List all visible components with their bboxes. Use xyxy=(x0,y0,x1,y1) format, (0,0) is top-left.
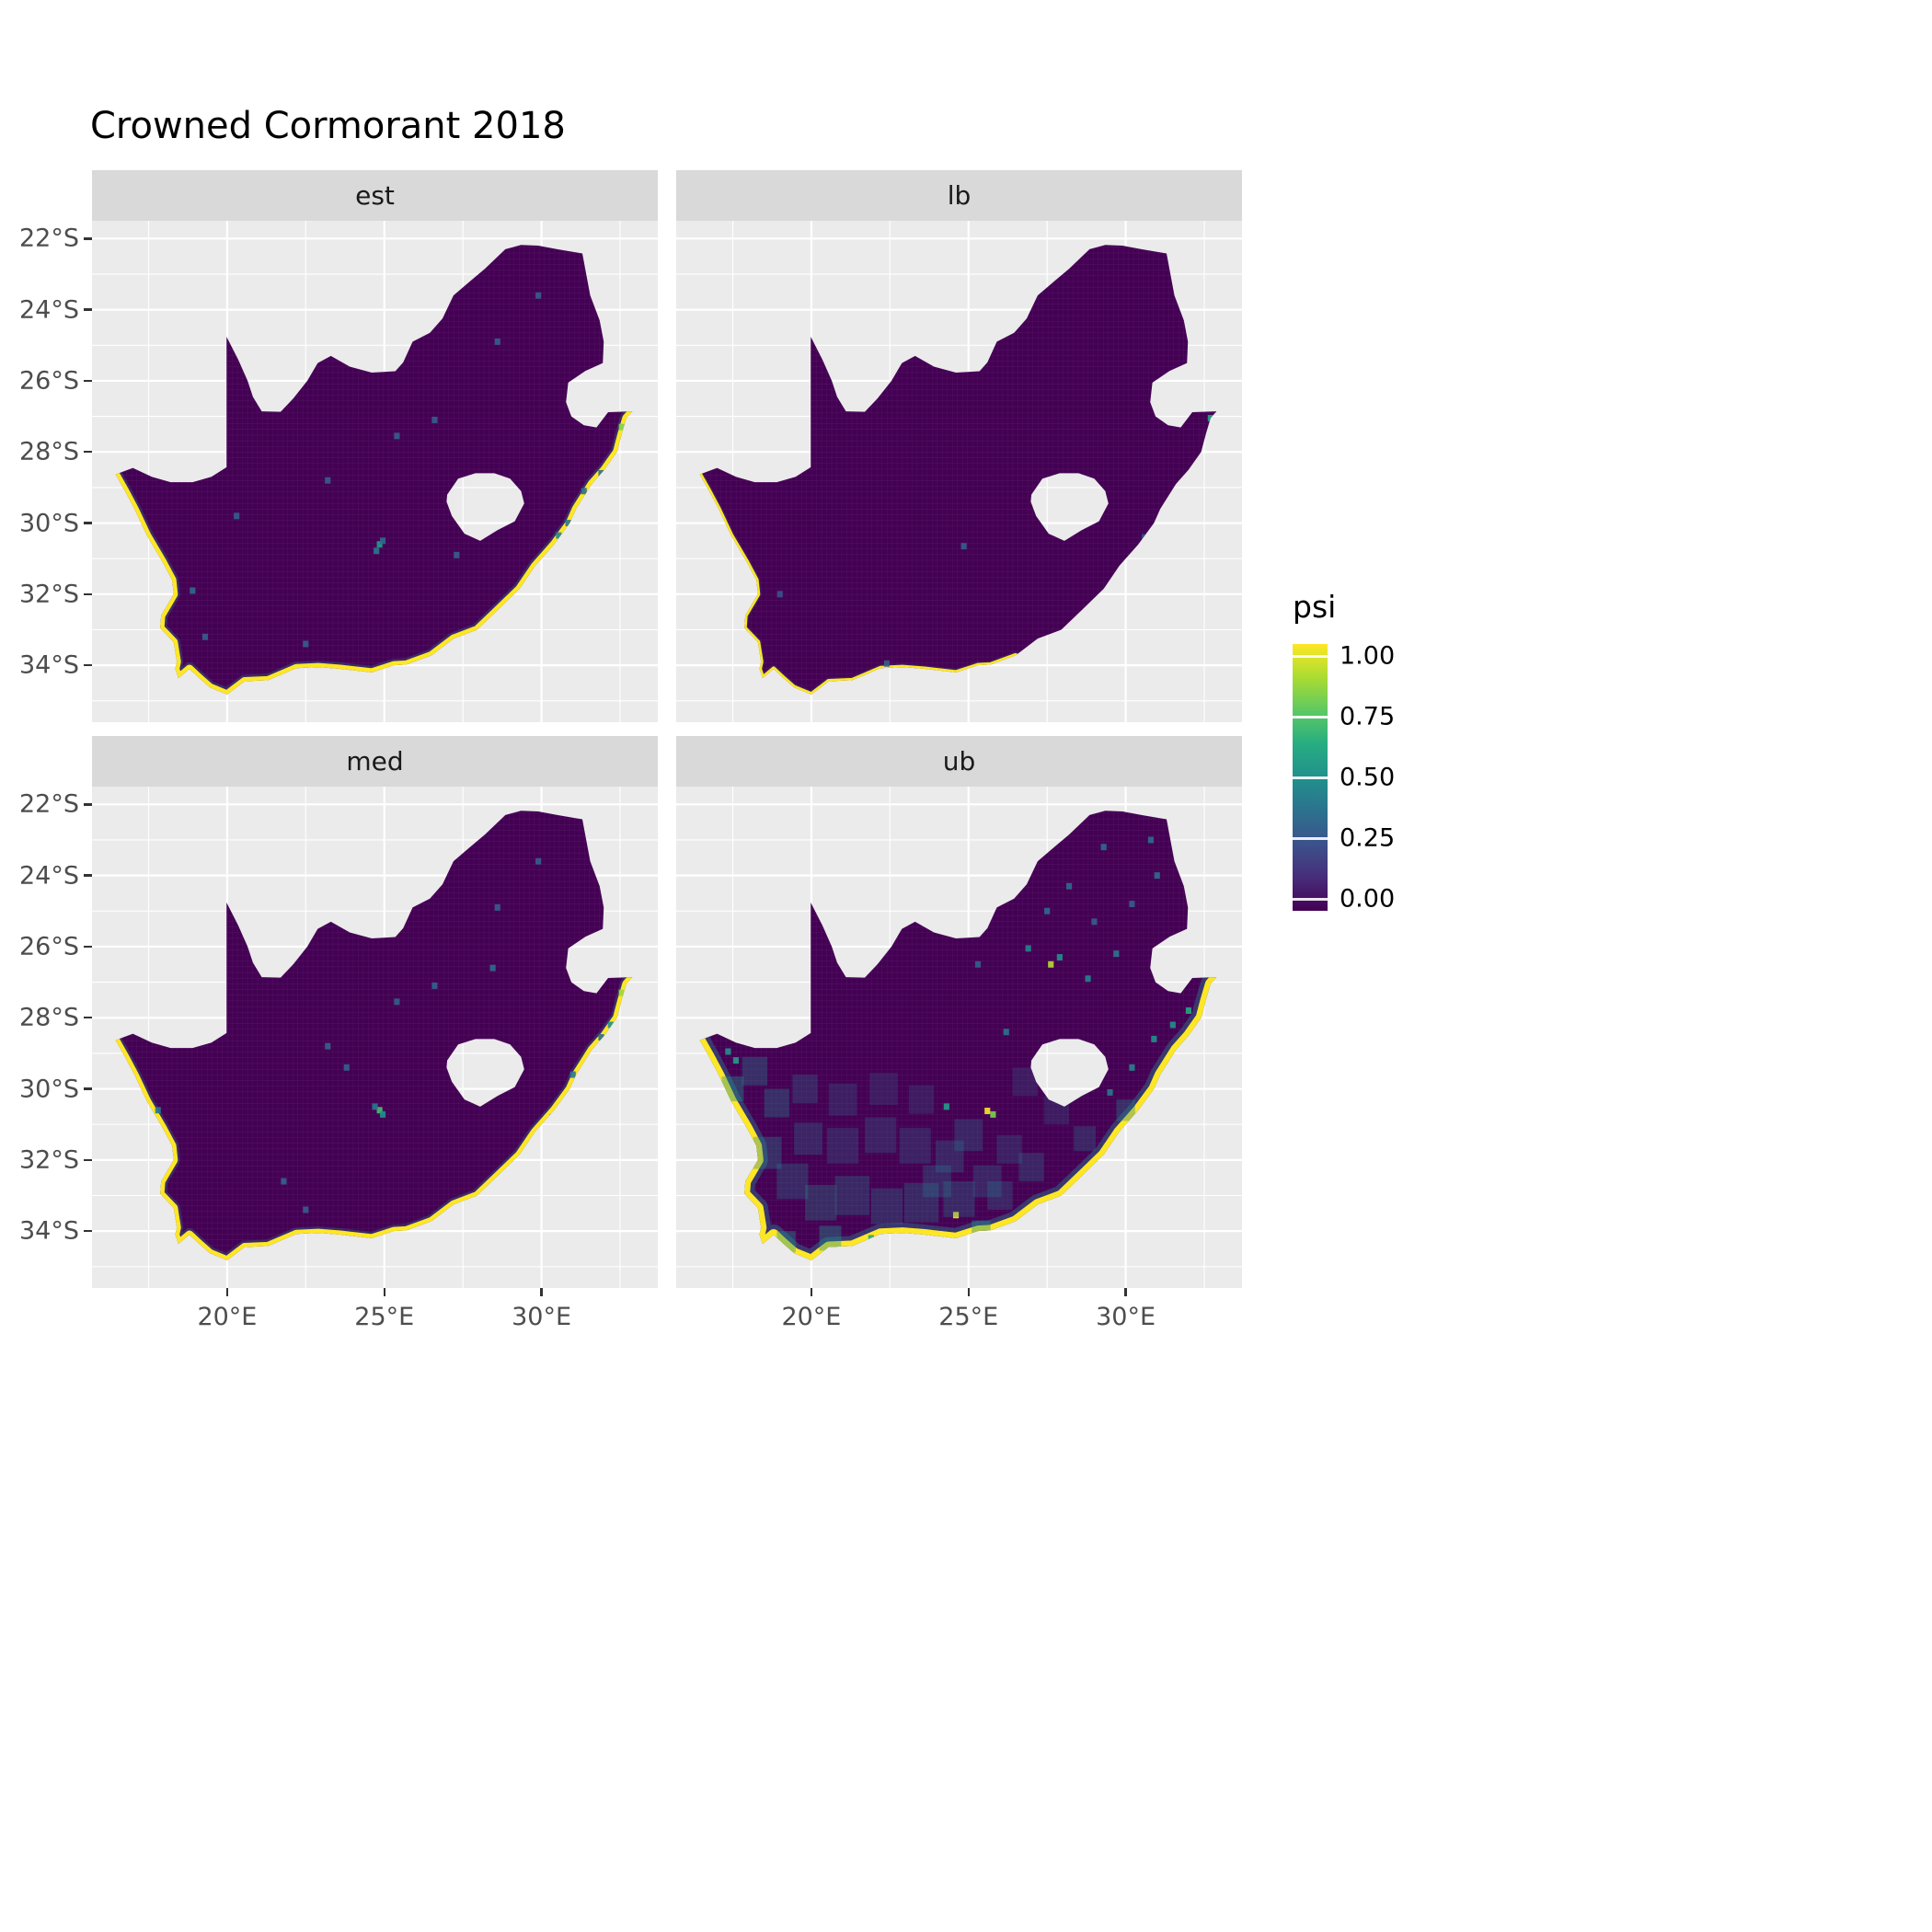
y-axis-tick xyxy=(84,1087,92,1090)
y-axis-tick-label: 32°S xyxy=(19,1145,79,1175)
y-axis-tick-label: 24°S xyxy=(19,861,79,891)
y-axis-tick xyxy=(84,308,92,311)
y-axis-tick xyxy=(84,379,92,383)
y-axis-tick xyxy=(84,1229,92,1233)
south-africa-map-med xyxy=(92,787,658,1288)
y-axis-tick xyxy=(84,874,92,877)
facet-panel-ub xyxy=(676,787,1242,1288)
y-axis-tick xyxy=(84,945,92,949)
facet-panel-med xyxy=(92,787,658,1288)
x-axis-tick xyxy=(967,1288,970,1296)
legend-colorbar-tick xyxy=(1293,897,1328,901)
facet-strip-label: est xyxy=(355,180,395,211)
y-axis-tick-label: 32°S xyxy=(19,580,79,609)
south-africa-map-ub xyxy=(676,787,1242,1288)
facet-strip-label: lb xyxy=(947,180,972,211)
y-axis-tick-label: 34°S xyxy=(19,1216,79,1246)
facet-strip-lb: lb xyxy=(676,170,1242,221)
y-axis-tick xyxy=(84,803,92,806)
legend-tick-label: 0.50 xyxy=(1340,763,1396,792)
y-axis-tick xyxy=(84,522,92,524)
y-axis-tick-label: 24°S xyxy=(19,295,79,325)
facet-strip-label: ub xyxy=(942,746,976,776)
facet-strip-ub: ub xyxy=(676,736,1242,787)
y-axis-tick-label: 34°S xyxy=(19,650,79,680)
legend-colorbar-tick xyxy=(1293,715,1328,719)
facet-strip-med: med xyxy=(92,736,658,787)
y-axis-tick-label: 30°S xyxy=(19,1075,79,1104)
x-axis-tick-label: 30°E xyxy=(1096,1303,1156,1331)
legend-tick-label: 0.00 xyxy=(1340,884,1396,914)
legend-colorbar-tick xyxy=(1293,836,1328,840)
y-axis-tick-label: 22°S xyxy=(19,789,79,819)
south-africa-map-lb xyxy=(676,221,1242,722)
y-axis-tick xyxy=(84,663,92,667)
x-axis-tick-label: 20°E xyxy=(197,1303,258,1331)
y-axis-tick xyxy=(84,451,92,454)
legend-tick-label: 0.25 xyxy=(1340,823,1396,853)
y-axis-tick-label: 28°S xyxy=(19,1003,79,1032)
legend-tick-label: 1.00 xyxy=(1340,641,1396,671)
facet-panel-est xyxy=(92,221,658,722)
plot-title: Crowned Cormorant 2018 xyxy=(90,105,566,147)
x-axis-tick-label: 30°E xyxy=(512,1303,572,1331)
x-axis-tick xyxy=(383,1288,385,1296)
y-axis-tick-label: 22°S xyxy=(19,224,79,253)
y-axis-tick-label: 28°S xyxy=(19,437,79,466)
facet-panel-lb xyxy=(676,221,1242,722)
y-axis-tick xyxy=(84,1158,92,1162)
legend-colorbar-tick xyxy=(1293,654,1328,658)
x-axis-tick-label: 25°E xyxy=(354,1303,415,1331)
legend-tick-label: 0.75 xyxy=(1340,702,1396,731)
x-axis-tick xyxy=(540,1288,543,1296)
facet-strip-est: est xyxy=(92,170,658,221)
legend-title: psi xyxy=(1293,589,1337,625)
y-axis-tick-label: 30°S xyxy=(19,509,79,538)
x-axis-tick-label: 20°E xyxy=(781,1303,842,1331)
y-axis-tick-label: 26°S xyxy=(19,366,79,396)
x-axis-tick-label: 25°E xyxy=(938,1303,999,1331)
x-axis-tick xyxy=(225,1288,229,1296)
legend-colorbar-tick xyxy=(1293,776,1328,779)
y-axis-tick xyxy=(84,237,92,240)
y-axis-tick xyxy=(84,592,92,596)
x-axis-tick xyxy=(810,1288,813,1296)
facet-strip-label: med xyxy=(346,746,404,776)
y-axis-tick xyxy=(84,1017,92,1019)
x-axis-tick xyxy=(1124,1288,1127,1296)
y-axis-tick-label: 26°S xyxy=(19,932,79,961)
south-africa-map-est xyxy=(92,221,658,722)
